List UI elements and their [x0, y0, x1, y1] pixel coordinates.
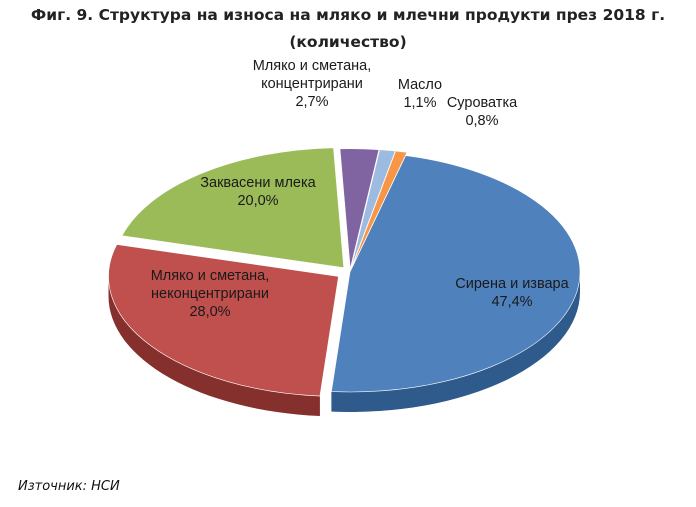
chart-title-line1: Фиг. 9. Структура на износа на мляко и м…: [30, 6, 666, 24]
slice-data-label: Масло 1,1%: [398, 77, 442, 111]
source-note: Източник: НСИ: [18, 479, 120, 494]
pie-slice-side: [108, 276, 320, 417]
slice-data-label: Суроватка 0,8%: [447, 95, 518, 129]
slice-data-label: Мляко и сметана, неконцентрирани 28,0%: [151, 268, 270, 320]
pie-slice: [339, 148, 380, 269]
slice-data-label: Заквасени млека 20,0%: [200, 175, 316, 209]
pie-slice: [351, 150, 408, 269]
slice-data-label: Мляко и сметана, концентрирани 2,7%: [253, 58, 372, 110]
chart-title: Фиг. 9. Структура на износа на мляко и м…: [0, 2, 696, 56]
pie-slice: [121, 147, 345, 269]
pie-slice: [331, 155, 581, 393]
chart-title-line2: (количество): [289, 33, 407, 51]
pie-slice: [350, 149, 396, 269]
slice-data-label: Сирена и извара 47,4%: [455, 276, 569, 310]
pie-slice: [108, 244, 339, 397]
pie-slice-side: [331, 272, 580, 412]
